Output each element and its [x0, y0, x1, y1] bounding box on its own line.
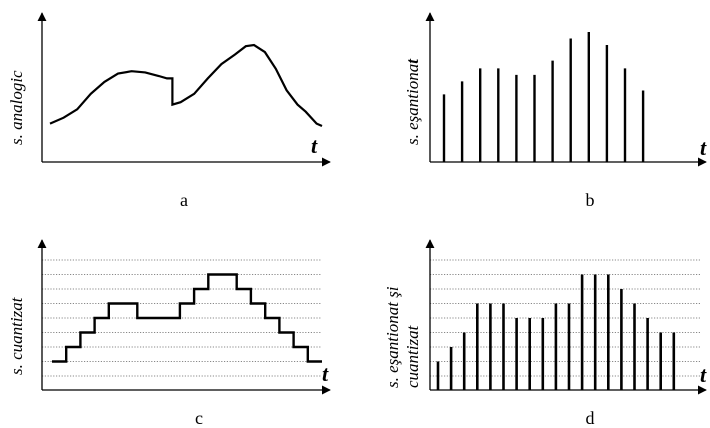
panel-a: s. analogic t a — [7, 12, 331, 210]
quantized-sample-pulses — [436, 274, 676, 390]
panel-d-ylabel-line2: cuantizat — [403, 324, 422, 388]
panel-d-ylabel-line1: s. eşantionat şi — [383, 286, 402, 388]
panel-b-ylabel-main: s. eşantiona — [403, 64, 422, 145]
panel-b-tlabel: t — [700, 135, 707, 160]
panel-d-quantization-levels — [430, 259, 700, 377]
panel-c-ylabel: s. cuantizat — [7, 296, 26, 375]
panel-a-ylabel: s. analogic — [7, 70, 26, 145]
panel-d-tlabel: t — [700, 362, 707, 387]
analog-signal-curve — [49, 43, 323, 128]
panel-d-caption: d — [586, 408, 595, 428]
panel-c: s. cuantizat t c — [7, 239, 331, 428]
panel-b-ylabel-bold: t — [403, 58, 422, 64]
panel-c-caption: c — [195, 408, 203, 428]
sample-pulses — [442, 32, 645, 162]
panel-c-tlabel: t — [322, 361, 329, 386]
panel-d: s. eşantionat şi cuantizat t d — [383, 239, 707, 428]
panel-b-caption: b — [586, 190, 595, 210]
panel-a-caption: a — [180, 190, 188, 210]
panel-b: s. eşantionat t b — [403, 12, 707, 210]
panel-b-ylabel: s. eşantionat — [403, 58, 422, 145]
panel-a-tlabel: t — [311, 133, 318, 158]
quantized-signal-staircase — [52, 273, 322, 363]
